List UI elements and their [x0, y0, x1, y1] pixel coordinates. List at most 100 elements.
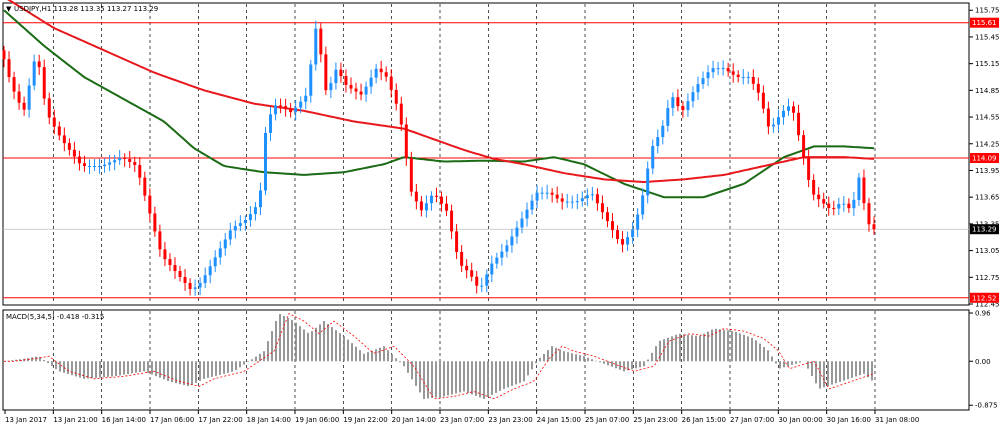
- candle-body: [545, 192, 549, 194]
- candle-body: [274, 105, 278, 115]
- macd-axis: 0.96 0.00 -0.875: [969, 310, 998, 410]
- candle-body: [530, 200, 534, 210]
- candle-body: [389, 76, 393, 90]
- candle-body: [495, 257, 499, 264]
- candle-body: [113, 160, 117, 163]
- candle-body: [153, 213, 157, 232]
- candle-body: [560, 198, 564, 202]
- candle-body: [691, 92, 695, 102]
- macd-histogram: [7, 314, 873, 399]
- price-panel[interactable]: [2, 2, 970, 306]
- candle-body: [238, 223, 242, 227]
- macd-tick: 0.00: [975, 358, 991, 366]
- candle-body: [47, 98, 51, 118]
- candle-body: [460, 252, 464, 266]
- candle-body: [213, 257, 217, 267]
- candle-body: [424, 203, 428, 211]
- candle-body: [706, 72, 710, 79]
- time-label: 17 Jan 22:00: [198, 416, 242, 424]
- candle-body: [505, 245, 509, 252]
- candle-body: [475, 276, 479, 286]
- candle-body: [198, 282, 202, 288]
- time-label: 16 Jan 14:00: [102, 416, 146, 424]
- candle-body: [832, 208, 836, 210]
- macd-tick: -0.875: [975, 402, 998, 410]
- price-tick: 112.45: [975, 301, 1000, 309]
- time-axis: 13 Jan 2017 13 Jan 21:00 16 Jan 14:00 17 Ja…: [4, 410, 919, 424]
- candle-body: [183, 277, 187, 283]
- candle-body: [480, 285, 484, 287]
- candle-body: [455, 231, 459, 253]
- time-label: 25 Jan 23:00: [633, 416, 677, 424]
- candle-body: [450, 210, 454, 232]
- candle-body: [409, 158, 413, 192]
- ma-fast-line: [7, 0, 875, 184]
- candle-body: [2, 50, 6, 60]
- candle-body: [575, 201, 579, 203]
- candle-body: [374, 68, 378, 78]
- candle-body: [434, 195, 438, 197]
- candle-body: [696, 84, 700, 93]
- time-label: 17 Jan 06:00: [150, 416, 194, 424]
- candle-body: [429, 195, 433, 204]
- candle-body: [279, 105, 283, 107]
- candle-body: [32, 61, 36, 86]
- price-tick: 115.45: [975, 33, 1000, 41]
- candle-body: [243, 220, 247, 224]
- candle-body: [72, 149, 76, 157]
- candle-body: [500, 251, 504, 258]
- candle-body: [746, 76, 750, 78]
- candle-body: [369, 77, 373, 87]
- candle-body: [802, 135, 806, 158]
- candle-body: [128, 159, 132, 162]
- candle-body: [862, 177, 866, 204]
- candle-body: [646, 168, 650, 196]
- candle-body: [304, 95, 308, 102]
- candle-body: [490, 263, 494, 275]
- candle-body: [616, 230, 620, 240]
- candle-body: [253, 207, 257, 215]
- price-label-box: [970, 153, 999, 164]
- candle-body: [590, 194, 594, 196]
- time-label: 25 Jan 07:00: [585, 416, 629, 424]
- time-label: 19 Jan 22:00: [343, 416, 387, 424]
- candle-body: [359, 91, 363, 95]
- time-label: 24 Jan 15:00: [537, 416, 581, 424]
- candle-body: [12, 77, 16, 92]
- macd-signal-line: [4, 312, 875, 400]
- candle-body: [721, 68, 725, 70]
- candle-body: [329, 83, 333, 91]
- candle-body: [188, 282, 192, 289]
- candle-body: [57, 126, 61, 136]
- candle-body: [314, 28, 318, 65]
- time-label: 13 Jan 21:00: [53, 416, 97, 424]
- candle-body: [797, 112, 801, 136]
- candle-body: [661, 125, 665, 138]
- candle-body: [228, 230, 232, 240]
- price-tick: 113.95: [975, 167, 1000, 175]
- candle-body: [605, 212, 609, 222]
- candle-body: [27, 85, 31, 110]
- candle-body: [379, 68, 383, 73]
- candle-body: [414, 191, 418, 202]
- price-label-box: [970, 17, 999, 28]
- candle-body: [812, 179, 816, 195]
- candle-body: [208, 266, 212, 276]
- candle-body: [133, 161, 137, 165]
- macd-tick: 0.96: [975, 310, 991, 318]
- candle-body: [595, 194, 599, 204]
- candle-body: [761, 92, 765, 109]
- dropdown-arrow-icon[interactable]: ▼: [6, 5, 12, 13]
- candle-body: [822, 199, 826, 204]
- candle-body: [384, 72, 388, 77]
- candle-body: [626, 237, 630, 245]
- candle-body: [580, 198, 584, 202]
- candle-body: [807, 157, 811, 180]
- macd-panel[interactable]: [2, 309, 970, 411]
- candle-body: [22, 102, 26, 110]
- candle-body: [108, 162, 112, 165]
- candle-body: [671, 97, 675, 108]
- candle-body: [344, 75, 348, 85]
- candle-body: [168, 259, 172, 266]
